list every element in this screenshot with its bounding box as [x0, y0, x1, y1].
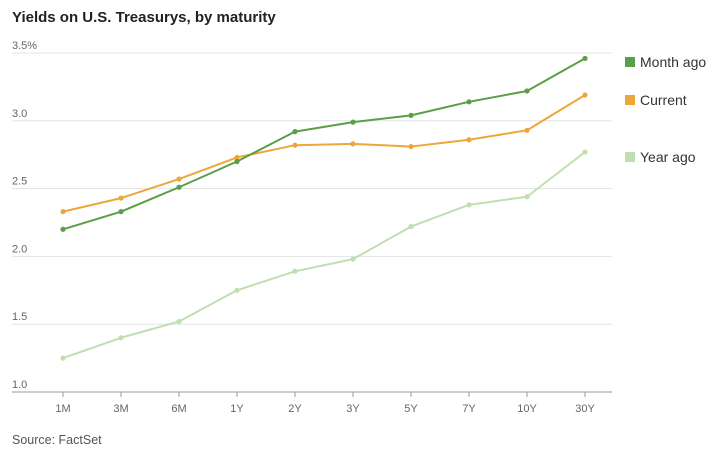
data-point-year-ago — [524, 194, 530, 200]
data-point-month-ago — [118, 209, 124, 215]
data-point-month-ago — [60, 226, 66, 232]
x-tick-label: 3Y — [346, 403, 360, 415]
data-point-year-ago — [582, 149, 588, 155]
y-tick-label: 2.5 — [12, 176, 27, 188]
legend-label-month-ago: Month ago — [640, 54, 706, 70]
data-point-year-ago — [176, 318, 182, 325]
series-line-month-ago — [62, 57, 586, 231]
legend-swatch-month-ago — [625, 57, 635, 67]
x-tick-label: 1M — [55, 403, 70, 415]
x-tick-label: 10Y — [517, 403, 537, 415]
data-point-current — [60, 209, 66, 215]
x-tick-label: 3M — [113, 403, 128, 415]
x-tick-label: 5Y — [404, 403, 418, 415]
data-point-current — [292, 142, 298, 148]
series-lines — [60, 55, 588, 361]
source-note: Source: FactSet — [12, 433, 102, 447]
y-tick-label: 1.0 — [12, 379, 27, 391]
y-tick-label: 3.5% — [12, 40, 37, 52]
data-point-current — [234, 154, 240, 161]
data-point-year-ago — [292, 268, 298, 274]
data-point-year-ago — [118, 335, 124, 341]
data-point-year-ago — [466, 202, 472, 208]
x-tick-label: 7Y — [462, 403, 476, 415]
legend-label-year-ago: Year ago — [640, 149, 696, 165]
data-point-year-ago — [60, 355, 66, 361]
x-tick-label: 2Y — [288, 403, 302, 415]
legend-label-current: Current — [640, 92, 687, 108]
data-point-current — [118, 195, 124, 201]
x-axis: 1M 3M 6M 1Y 2Y 3Y 5Y 7Y 10Y 30Y — [55, 392, 595, 415]
data-point-current — [582, 92, 588, 98]
gridlines — [12, 52, 612, 393]
data-point-month-ago — [176, 184, 182, 190]
data-point-year-ago — [350, 256, 356, 262]
legend-swatch-year-ago — [625, 152, 635, 162]
data-point-current — [350, 141, 356, 147]
data-point-current — [524, 127, 530, 133]
legend: Month ago Current Year ago — [625, 54, 706, 165]
data-point-year-ago — [408, 223, 414, 230]
data-point-current — [176, 176, 182, 182]
data-point-month-ago — [350, 119, 356, 125]
legend-swatch-current — [625, 95, 635, 105]
x-tick-label: 6M — [171, 403, 186, 415]
series-line-year-ago — [62, 151, 586, 360]
series-line-current — [62, 94, 586, 213]
y-tick-label: 1.5 — [12, 311, 27, 323]
y-tick-label: 2.0 — [12, 243, 27, 255]
data-point-month-ago — [234, 158, 240, 165]
data-point-current — [466, 137, 472, 143]
data-point-current — [408, 143, 414, 150]
data-point-month-ago — [466, 99, 472, 105]
y-axis-ticks: 1.0 1.5 2.0 2.5 3.0 3.5% — [12, 40, 37, 391]
chart-title: Yields on U.S. Treasurys, by maturity — [12, 9, 276, 26]
data-point-year-ago — [234, 287, 240, 293]
data-point-month-ago — [292, 129, 298, 135]
y-tick-label: 3.0 — [12, 108, 27, 120]
x-tick-label: 1Y — [230, 403, 244, 415]
data-point-month-ago — [408, 112, 414, 118]
x-tick-label: 30Y — [575, 403, 595, 415]
data-point-month-ago — [524, 88, 530, 94]
data-point-month-ago — [582, 55, 588, 62]
